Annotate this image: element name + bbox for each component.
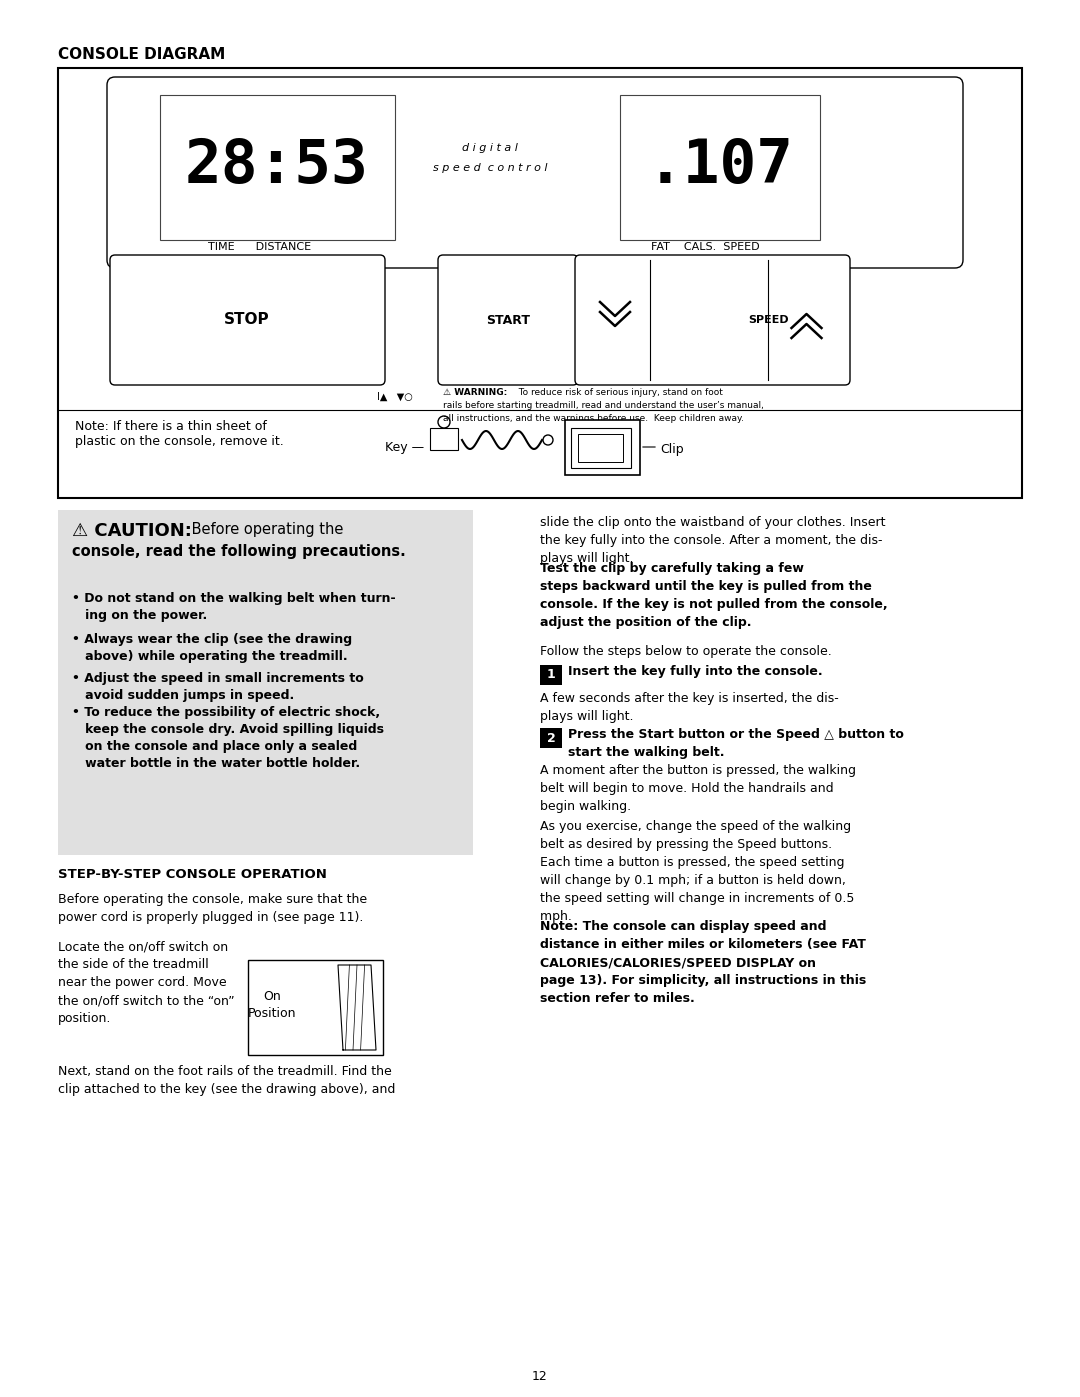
Text: 1: 1 [546, 669, 555, 682]
Text: On
Position: On Position [247, 990, 296, 1020]
Text: TIME      DISTANCE: TIME DISTANCE [208, 242, 311, 251]
Text: ⚠ WARNING:: ⚠ WARNING: [443, 388, 508, 397]
Text: all instructions, and the warnings before use.  Keep children away.: all instructions, and the warnings befor… [443, 414, 744, 423]
Text: Test the clip by carefully taking a few
steps backward until the key is pulled f: Test the clip by carefully taking a few … [540, 562, 888, 629]
Text: • To reduce the possibility of electric shock,
   keep the console dry. Avoid sp: • To reduce the possibility of electric … [72, 705, 384, 770]
FancyBboxPatch shape [110, 256, 384, 386]
FancyBboxPatch shape [575, 256, 850, 386]
Bar [160, 95, 395, 240]
Text: Before operating the console, make sure that the
power cord is properly plugged : Before operating the console, make sure … [58, 893, 367, 923]
Bar [620, 95, 820, 240]
Text: Clip: Clip [660, 443, 684, 457]
Text: Next, stand on the foot rails of the treadmill. Find the
clip attached to the ke: Next, stand on the foot rails of the tre… [58, 1065, 395, 1097]
FancyBboxPatch shape [107, 77, 963, 268]
Text: d i g i t a l: d i g i t a l [462, 142, 518, 154]
Text: A moment after the button is pressed, the walking
belt will begin to move. Hold : A moment after the button is pressed, th… [540, 764, 856, 813]
Text: rails before starting treadmill, read and understand the user’s manual,: rails before starting treadmill, read an… [443, 401, 764, 409]
Text: STEP-BY-STEP CONSOLE OPERATION: STEP-BY-STEP CONSOLE OPERATION [58, 868, 327, 882]
Bar [540, 665, 562, 685]
Text: Key —: Key — [384, 441, 424, 454]
Text: 12: 12 [532, 1370, 548, 1383]
Text: slide the clip onto the waistband of your clothes. Insert
the key fully into the: slide the clip onto the waistband of you… [540, 515, 886, 564]
Bar [58, 510, 473, 855]
Text: Insert the key fully into the console.: Insert the key fully into the console. [568, 665, 823, 678]
Bar [565, 420, 640, 475]
Text: Before operating the: Before operating the [187, 522, 343, 536]
Bar [578, 434, 623, 462]
Text: As you exercise, change the speed of the walking
belt as desired by pressing the: As you exercise, change the speed of the… [540, 820, 854, 923]
Bar [430, 427, 458, 450]
Text: 28:53: 28:53 [185, 137, 369, 197]
Text: • Adjust the speed in small increments to
   avoid sudden jumps in speed.: • Adjust the speed in small increments t… [72, 672, 364, 703]
Text: Locate the on/off switch on
the side of the treadmill
near the power cord. Move
: Locate the on/off switch on the side of … [58, 940, 234, 1025]
Text: CONSOLE DIAGRAM: CONSOLE DIAGRAM [58, 47, 226, 61]
Bar [540, 728, 562, 747]
Text: 2: 2 [546, 732, 555, 745]
Text: .107: .107 [647, 137, 794, 197]
Text: console, read the following precautions.: console, read the following precautions. [72, 543, 406, 559]
Bar [571, 427, 631, 468]
Text: Follow the steps below to operate the console.: Follow the steps below to operate the co… [540, 645, 832, 658]
FancyBboxPatch shape [438, 256, 578, 386]
Text: START: START [486, 313, 530, 327]
Text: • Always wear the clip (see the drawing
   above) while operating the treadmill.: • Always wear the clip (see the drawing … [72, 633, 352, 664]
Text: s p e e d  c o n t r o l: s p e e d c o n t r o l [433, 163, 548, 173]
Text: I▲   ▼○: I▲ ▼○ [377, 393, 413, 402]
Text: To reduce risk of serious injury, stand on foot: To reduce risk of serious injury, stand … [513, 388, 723, 397]
Text: • Do not stand on the walking belt when turn-
   ing on the power.: • Do not stand on the walking belt when … [72, 592, 395, 622]
Bar [58, 68, 1022, 497]
Text: STOP: STOP [225, 313, 270, 327]
Text: Note: If there is a thin sheet of
plastic on the console, remove it.: Note: If there is a thin sheet of plasti… [75, 420, 284, 448]
Text: A few seconds after the key is inserted, the dis-
plays will light.: A few seconds after the key is inserted,… [540, 692, 839, 724]
Text: Note: The console can display speed and
distance in either miles or kilometers (: Note: The console can display speed and … [540, 921, 866, 1004]
Bar [248, 960, 383, 1055]
Polygon shape [338, 965, 376, 1051]
Text: FAT    CALS.  SPEED: FAT CALS. SPEED [650, 242, 759, 251]
Text: Press the Start button or the Speed △ button to
start the walking belt.: Press the Start button or the Speed △ bu… [568, 728, 904, 759]
Text: SPEED: SPEED [748, 314, 789, 326]
Text: ⚠ CAUTION:: ⚠ CAUTION: [72, 522, 192, 541]
